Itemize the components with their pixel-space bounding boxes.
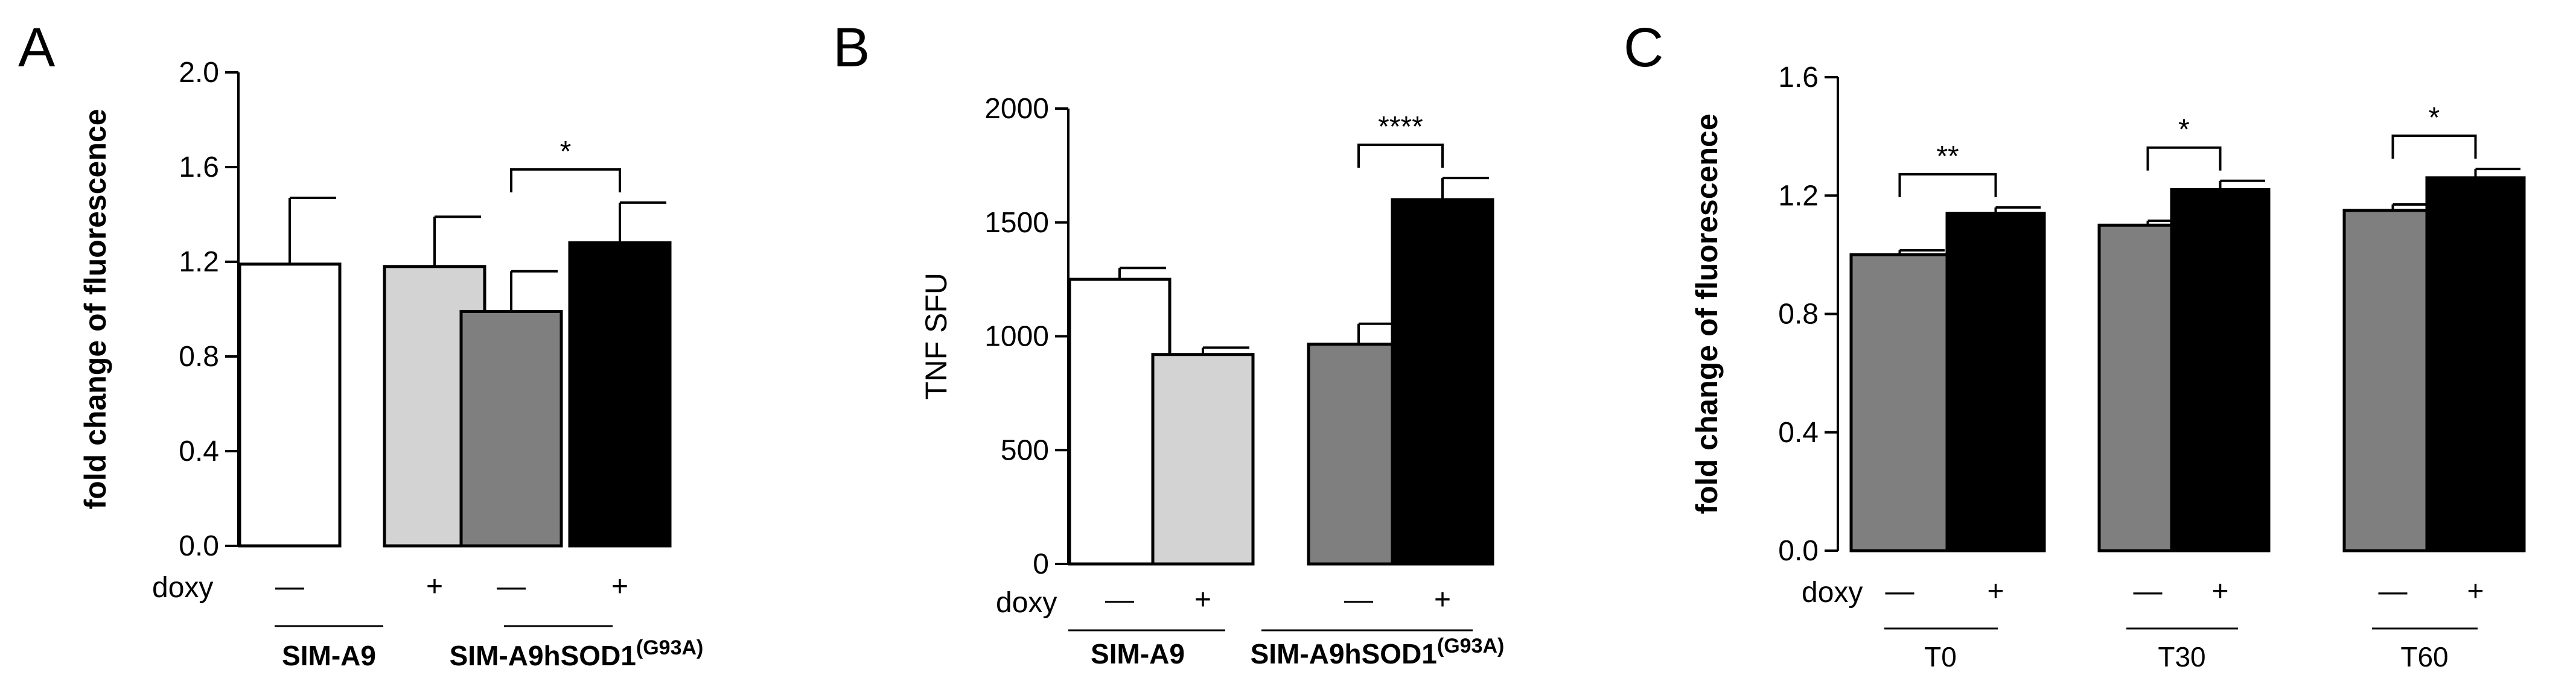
- group-label-text: SIM-A9hSOD1: [1251, 638, 1437, 670]
- group-label-text: T60: [2400, 641, 2448, 673]
- group-label: SIM-A9hSOD1(G93A): [1251, 635, 1505, 670]
- y-tick-label: 1.6: [179, 151, 219, 183]
- y-tick-label: 2000: [984, 93, 1049, 125]
- doxy-sign: +: [1194, 584, 1211, 616]
- significance-bracket: [2146, 146, 2222, 171]
- doxy-sign: —: [497, 571, 526, 603]
- group-label-text: SIM-A9hSOD1: [450, 640, 636, 671]
- significance-label: **: [1936, 141, 1959, 173]
- y-tick-label: 0.4: [1778, 417, 1819, 449]
- significance-label: *: [2429, 102, 2440, 134]
- bar: [1391, 198, 1494, 566]
- y-tick-label: 0.0: [1778, 535, 1819, 567]
- doxy-label: doxy: [152, 572, 213, 604]
- significance-bracket: [1898, 173, 1997, 197]
- doxy-sign: +: [426, 571, 443, 603]
- y-tick-label: 0.8: [179, 341, 219, 373]
- doxy-sign: —: [1105, 584, 1134, 616]
- panel-letter: A: [18, 17, 56, 78]
- doxy-sign: +: [1987, 575, 2004, 607]
- y-tick-label: 0.8: [1778, 299, 1819, 331]
- y-tick-label: 0: [1033, 548, 1049, 580]
- panel-letter: B: [833, 17, 870, 78]
- doxy-sign: —: [1344, 584, 1373, 616]
- significance-bracket: [1357, 144, 1444, 168]
- y-tick-label: 1.2: [1778, 180, 1819, 212]
- panel-letter: C: [1624, 17, 1663, 78]
- y-tick-label: 1500: [984, 207, 1049, 239]
- bar: [459, 309, 563, 548]
- doxy-sign: +: [2211, 575, 2228, 607]
- y-tick-label: 1.2: [179, 246, 219, 278]
- y-tick-label: 0.0: [179, 530, 219, 562]
- doxy-sign: +: [1434, 584, 1451, 616]
- group-label: SIM-A9: [282, 640, 376, 671]
- bar: [1945, 212, 2046, 552]
- y-tick-label: 0.4: [179, 435, 219, 467]
- significance-bracket: [2391, 135, 2477, 159]
- panel-b: B TNF SFU 0 500 1000 1500 2000 doxy — + — + SIM-A9 SI…: [833, 17, 1504, 670]
- y-tick-label: 500: [1001, 434, 1049, 466]
- doxy-sign: —: [275, 571, 304, 603]
- group-label: SIM-A9hSOD1(G93A): [450, 636, 704, 671]
- bar: [238, 262, 342, 548]
- group-label: T60: [2400, 641, 2448, 673]
- bar: [2425, 176, 2526, 552]
- y-axis-title: TNF SFU: [919, 273, 953, 400]
- significance-bracket: [510, 168, 621, 192]
- y-axis-title: fold change of fluorescence: [1690, 113, 1724, 514]
- doxy-label: doxy: [996, 587, 1057, 619]
- significance-label: *: [2178, 114, 2190, 146]
- bar: [1849, 253, 1950, 552]
- group-label-text: T30: [2158, 641, 2205, 673]
- group-label: T30: [2158, 641, 2205, 673]
- doxy-sign: +: [611, 571, 628, 603]
- group-label-superscript: (G93A): [1437, 635, 1504, 657]
- doxy-sign: —: [2134, 575, 2163, 607]
- doxy-sign: —: [2379, 575, 2408, 607]
- group-label-text: SIM-A9: [282, 640, 376, 671]
- y-tick-label: 1000: [984, 321, 1049, 353]
- group-label-text: SIM-A9: [1091, 638, 1185, 670]
- doxy-sign: +: [2467, 575, 2484, 607]
- bar: [1151, 353, 1255, 566]
- group-label-superscript: (G93A): [636, 636, 703, 659]
- group-label-text: T0: [1924, 641, 1957, 673]
- significance-label: ****: [1378, 111, 1423, 143]
- y-tick-label: 1.6: [1778, 62, 1819, 93]
- y-axis-title: fold change of fluorescence: [78, 109, 112, 509]
- doxy-sign: —: [1886, 575, 1914, 607]
- y-tick-label: 2.0: [179, 57, 219, 89]
- group-label: SIM-A9: [1091, 638, 1185, 670]
- bar: [2170, 188, 2271, 552]
- group-label: T0: [1924, 641, 1957, 673]
- significance-label: *: [560, 136, 572, 168]
- doxy-label: doxy: [1802, 577, 1863, 609]
- bar: [568, 241, 672, 548]
